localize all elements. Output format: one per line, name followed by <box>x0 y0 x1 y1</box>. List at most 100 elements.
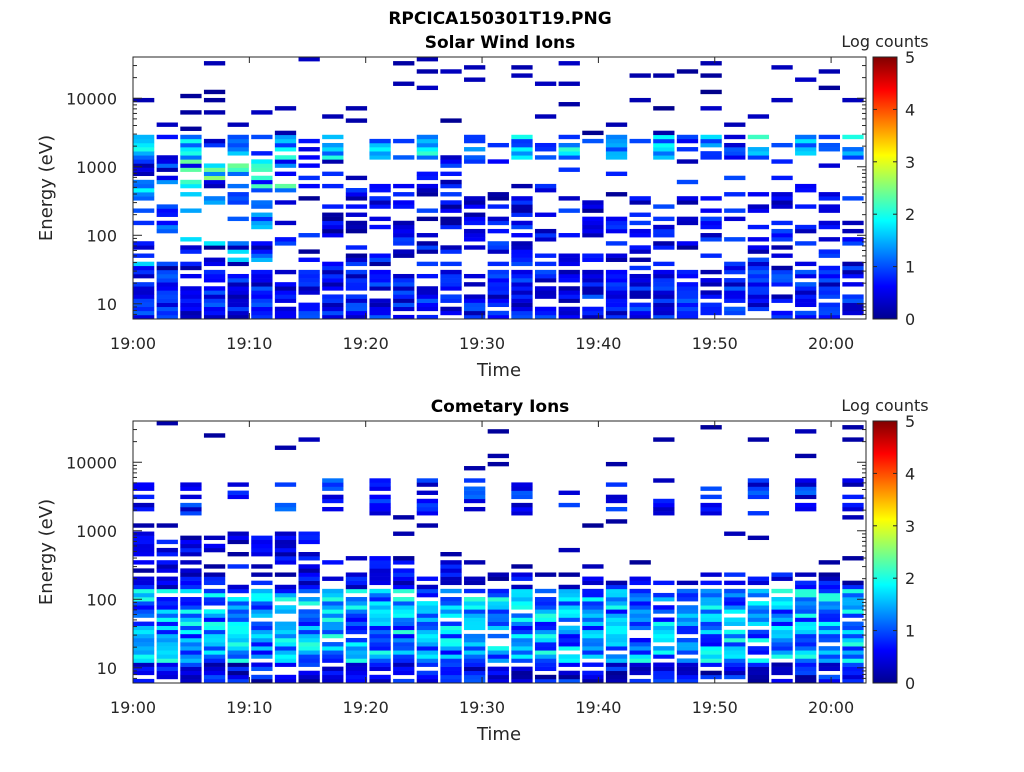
spectrogram-cell <box>416 147 439 152</box>
spectrogram-cell <box>180 670 202 676</box>
spectrogram-cell <box>842 629 864 635</box>
spectrogram-cell <box>156 163 178 168</box>
spectrogram-cell <box>511 588 533 594</box>
spectrogram-cell <box>298 278 320 283</box>
spectrogram-cell <box>747 282 770 287</box>
spectrogram-cell <box>747 204 770 209</box>
spectrogram-cell <box>227 310 249 316</box>
spectrogram-cell <box>298 556 320 561</box>
spectrogram-cell <box>227 282 249 287</box>
spectrogram-cell <box>133 597 155 602</box>
spectrogram-cell <box>511 674 533 680</box>
spectrogram-cell <box>440 678 462 683</box>
spectrogram-cell <box>676 588 699 594</box>
spectrogram-cell <box>629 666 651 672</box>
spectrogram-cell <box>511 650 533 655</box>
spectrogram-cell <box>629 212 651 217</box>
spectrogram-cell <box>842 613 864 618</box>
spectrogram-cell <box>582 253 604 258</box>
spectrogram-cell <box>464 486 486 491</box>
spectrogram-cell <box>771 310 793 316</box>
spectrogram-cell <box>653 147 675 152</box>
spectrogram-cell <box>629 609 651 614</box>
spectrogram-cell <box>605 461 628 467</box>
spectrogram-cell <box>345 220 368 226</box>
spectrogram-cell <box>487 298 509 303</box>
spectrogram-cell <box>369 674 391 680</box>
colorbar-tick-label: 4 <box>905 100 915 119</box>
y-tick-label: 10000 <box>66 89 117 108</box>
colorbar-tick-label: 5 <box>905 48 915 67</box>
spectrogram-cell <box>369 637 391 643</box>
spectrogram-cell <box>416 646 439 651</box>
spectrogram-cell <box>133 625 155 631</box>
spectrogram-cell <box>203 200 226 205</box>
spectrogram-cell <box>203 298 226 303</box>
spectrogram-cell <box>747 134 770 140</box>
spectrogram-cell <box>558 102 580 107</box>
spectrogram-cell <box>156 637 178 643</box>
spectrogram-cell <box>369 216 391 222</box>
spectrogram-cell <box>203 592 226 598</box>
spectrogram-cell <box>133 138 155 144</box>
spectrogram-cell <box>511 310 533 316</box>
spectrogram-cell <box>653 670 675 676</box>
spectrogram-cell <box>724 609 746 614</box>
spectrogram-cell <box>393 642 415 647</box>
spectrogram-cell <box>440 249 462 254</box>
spectrogram-cell <box>724 147 746 152</box>
spectrogram-cell <box>842 584 864 590</box>
spectrogram-cell <box>133 269 155 275</box>
x-axis-label: Time <box>476 724 521 745</box>
spectrogram-cell <box>842 666 864 672</box>
spectrogram-cell <box>156 588 178 594</box>
spectrogram-cell <box>653 654 675 659</box>
spectrogram-cell <box>345 224 368 230</box>
spectrogram-cell <box>700 151 722 156</box>
colorbar-label: Log counts <box>841 32 928 51</box>
spectrogram-cell <box>795 609 817 614</box>
spectrogram-cell <box>180 482 202 487</box>
spectrogram-cell <box>440 576 462 581</box>
spectrogram-cell <box>416 588 439 594</box>
x-tick-label: 19:50 <box>692 334 738 353</box>
spectrogram-cell <box>464 237 486 242</box>
spectrogram-cell <box>369 580 391 586</box>
spectrogram-cell <box>322 310 344 316</box>
spectrogram-cell <box>511 511 533 516</box>
spectrogram-cell <box>180 147 202 152</box>
spectrogram-cell <box>227 531 249 536</box>
spectrogram-cell <box>298 249 320 254</box>
spectrogram-cell <box>629 662 651 667</box>
spectrogram-cell <box>156 654 178 659</box>
spectrogram-cell <box>629 265 651 271</box>
spectrogram-cell <box>605 494 628 500</box>
spectrogram-cell <box>440 637 462 643</box>
spectrogram-cell <box>724 654 746 659</box>
spectrogram-cell <box>629 97 651 103</box>
spectrogram-cell <box>180 597 202 602</box>
spectrogram-cell <box>582 286 604 291</box>
spectrogram-cell <box>298 564 320 569</box>
colorbar-frame <box>872 420 898 684</box>
x-tick-label: 19:40 <box>575 334 621 353</box>
spectrogram-cell <box>818 69 840 74</box>
spectrogram-cell <box>156 269 178 275</box>
spectrogram-cell <box>440 666 462 672</box>
spectrogram-cell <box>629 646 651 651</box>
spectrogram-cell <box>795 605 817 610</box>
spectrogram-cell <box>298 613 320 618</box>
spectrogram-cell <box>345 609 368 614</box>
spectrogram-cell <box>676 650 699 655</box>
spectrogram-cell <box>747 114 770 119</box>
spectrogram-cell <box>724 588 746 594</box>
spectrogram-cell <box>605 674 628 680</box>
spectrogram-cell <box>345 298 368 303</box>
spectrogram-cell <box>133 523 155 528</box>
spectrogram-cell <box>818 662 840 667</box>
y-tick-label: 10 <box>97 659 117 678</box>
spectrogram-cell <box>724 286 746 291</box>
spectrogram-cell <box>227 584 249 590</box>
spectrogram-cell <box>629 73 651 78</box>
spectrogram-cell <box>487 678 509 683</box>
